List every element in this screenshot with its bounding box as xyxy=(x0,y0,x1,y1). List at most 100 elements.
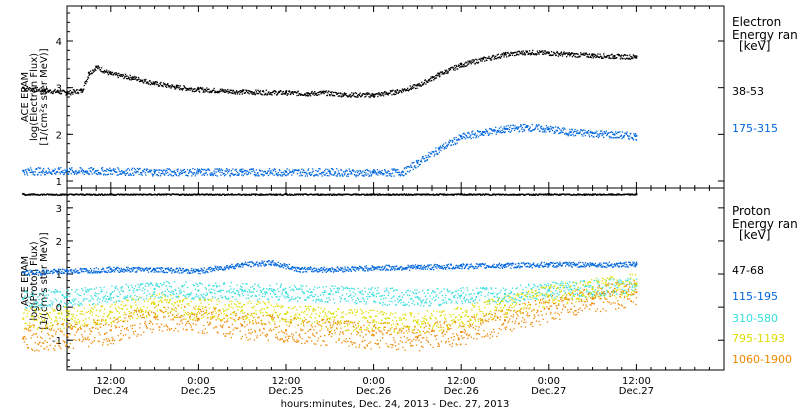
proton-scatter-dot xyxy=(53,194,55,196)
proton-scatter-dot xyxy=(427,264,429,266)
proton-scatter-dot xyxy=(417,265,420,267)
electron-scatter-dot xyxy=(619,55,621,57)
proton-scatter-dot xyxy=(240,266,242,268)
electron-scatter-dot xyxy=(447,71,449,73)
electron-scatter-dot xyxy=(456,142,458,144)
electron-scatter-dot xyxy=(329,94,331,97)
electron-scatter-dot xyxy=(116,73,118,75)
proton-scatter-dot xyxy=(70,270,72,272)
electron-scatter-dot xyxy=(458,138,460,140)
electron-scatter-dot xyxy=(518,131,520,133)
electron-scatter-dot xyxy=(528,130,530,132)
proton-scatter-dot xyxy=(459,267,461,269)
electron-scatter-dot xyxy=(89,170,91,172)
electron-scatter-dot xyxy=(593,136,595,138)
proton-scatter-dot xyxy=(275,262,277,265)
electron-scatter-dot xyxy=(317,170,320,172)
electron-scatter-dot xyxy=(502,52,505,54)
proton-scatter-dot xyxy=(119,194,121,196)
proton-scatter-dot xyxy=(527,263,530,265)
electron-scatter-dot xyxy=(196,170,198,172)
proton-scatter-dot xyxy=(158,193,161,195)
electron-scatter-dot xyxy=(278,91,280,94)
electron-scatter-dot xyxy=(105,174,107,176)
electron-scatter-dot xyxy=(491,132,493,135)
electron-scatter-dot xyxy=(117,167,119,169)
electron-scatter-dot xyxy=(470,134,472,136)
proton-scatter-dot xyxy=(109,266,111,268)
proton-scatter-dot xyxy=(135,271,138,273)
electron-scatter-dot xyxy=(309,93,311,95)
electron-scatter-dot xyxy=(162,169,165,171)
proton-scatter-dot xyxy=(540,261,543,263)
electron-scatter-dot xyxy=(396,92,398,94)
electron-scatter-dot xyxy=(365,174,368,176)
electron-scatter-dot xyxy=(117,174,119,176)
electron-scatter-dot xyxy=(199,87,201,89)
proton-scatter-dot xyxy=(397,193,399,196)
proton-scatter-dot xyxy=(434,263,436,266)
proton-scatter-dot xyxy=(97,271,99,273)
proton-scatter-dot xyxy=(389,193,392,196)
proton-scatter-dot xyxy=(380,266,383,269)
proton-scatter-dot xyxy=(152,268,154,270)
electron-scatter-dot xyxy=(348,173,350,175)
electron-scatter-dot xyxy=(176,85,178,87)
proton-scatter-dot xyxy=(65,268,68,270)
proton-scatter-dot xyxy=(537,194,540,196)
proton-scatter-dot xyxy=(556,262,558,264)
electron-scatter-dot xyxy=(232,91,234,93)
electron-scatter-dot xyxy=(625,54,627,56)
electron-scatter-dot xyxy=(202,169,204,171)
electron-scatter-dot xyxy=(53,90,56,92)
electron-scatter-dot xyxy=(307,168,310,170)
electron-scatter-dot xyxy=(535,126,537,128)
electron-scatter-dot xyxy=(459,62,461,65)
proton-scatter-dot xyxy=(300,268,302,270)
proton-scatter-dot xyxy=(277,261,279,264)
electron-scatter-dot xyxy=(175,87,177,89)
electron-scatter-dot xyxy=(213,87,215,90)
proton-legend-title-1: Proton xyxy=(732,204,771,218)
proton-scatter-dot xyxy=(247,261,249,264)
electron-scatter-dot xyxy=(572,133,574,135)
electron-scatter-dot xyxy=(609,137,611,139)
electron-scatter-dot xyxy=(368,174,371,176)
proton-scatter-dot xyxy=(384,267,386,269)
electron-scatter-dot xyxy=(221,89,224,91)
proton-scatter-dot xyxy=(267,260,270,262)
electron-scatter-dot xyxy=(470,63,472,65)
proton-scatter-dot xyxy=(53,268,56,270)
proton-scatter-dot xyxy=(570,263,572,265)
electron-scatter-dot xyxy=(89,70,92,72)
proton-scatter-dot xyxy=(603,193,605,195)
electron-scatter-dot xyxy=(255,91,258,93)
proton-scatter-dot xyxy=(264,263,266,265)
electron-scatter-dot xyxy=(254,175,257,177)
proton-point-115-195 xyxy=(635,263,638,266)
proton-scatter-dot xyxy=(273,262,275,264)
proton-scatter-dot xyxy=(588,265,591,268)
electron-scatter-dot xyxy=(618,131,620,133)
electron-scatter-dot xyxy=(136,170,138,172)
electron-scatter-dot xyxy=(99,172,101,174)
electron-scatter-dot xyxy=(71,169,73,171)
electron-scatter-dot xyxy=(76,91,79,94)
electron-scatter-dot xyxy=(30,171,32,173)
proton-scatter-dot xyxy=(198,270,201,272)
electron-scatter-dot xyxy=(124,174,127,177)
electron-scatter-dot xyxy=(593,53,595,55)
electron-scatter-dot xyxy=(506,56,508,58)
electron-scatter-dot xyxy=(499,56,501,58)
electron-scatter-dot xyxy=(553,132,555,135)
electron-point-38-53 xyxy=(306,92,309,95)
electron-scatter-dot xyxy=(46,91,48,93)
electron-scatter-dot xyxy=(587,55,589,58)
electron-scatter-dot xyxy=(600,55,602,58)
electron-scatter-dot xyxy=(377,171,380,173)
electron-scatter-dot xyxy=(611,131,614,134)
electron-scatter-dot xyxy=(458,134,460,136)
electron-scatter-dot xyxy=(330,168,333,170)
proton-scatter-dot xyxy=(549,193,552,195)
electron-scatter-dot xyxy=(587,129,590,132)
